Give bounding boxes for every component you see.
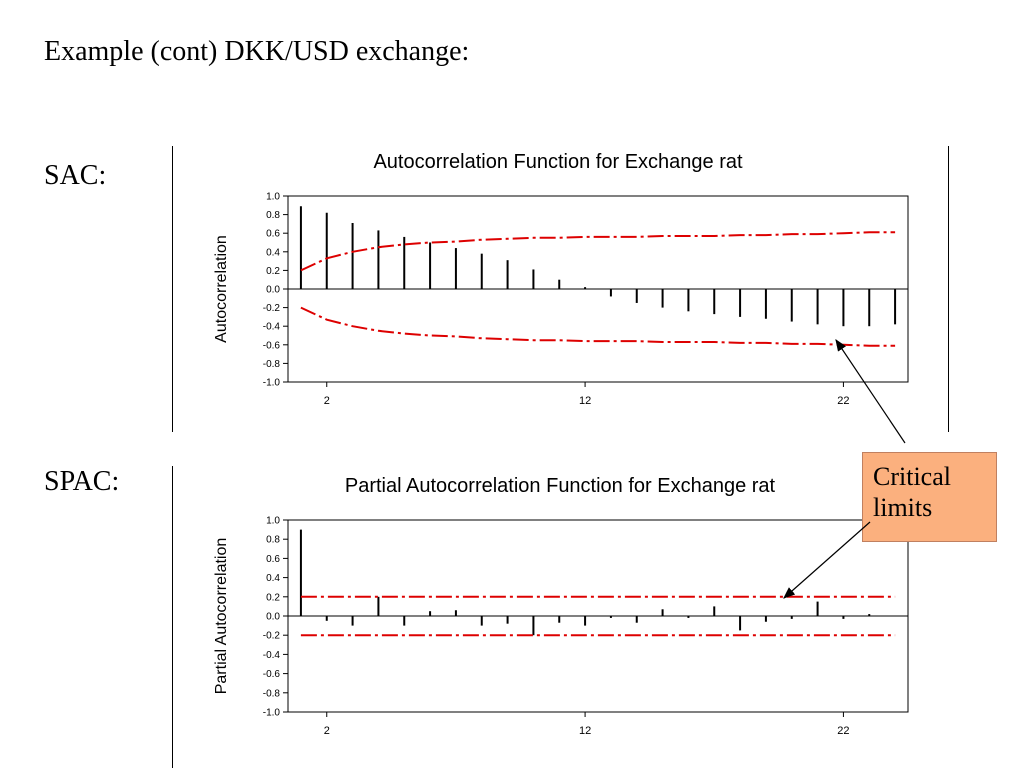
sac-left-divider (172, 146, 173, 432)
sac-lower-critical-limit (300, 306, 896, 347)
sac-title: Autocorrelation Function for Exchange ra… (373, 151, 743, 173)
sac-ytick-label: -0.6 (263, 340, 281, 351)
critical-limits-callout: Critical limits (862, 452, 997, 542)
sac-ytick-label: 0.6 (266, 229, 280, 240)
sac-ytick-label: 0.8 (266, 210, 280, 221)
sac-xtick-label: 2 (324, 395, 330, 407)
sac-chart: Autocorrelation Function for Exchange ra… (213, 151, 909, 407)
spac-ytick-label: 0.6 (266, 554, 280, 565)
spac-label: SPAC: (44, 466, 120, 497)
spac-ytick-label: 0.4 (266, 573, 280, 584)
spac-ytick-label: -0.4 (263, 650, 281, 661)
slide-title: Example (cont) DKK/USD exchange: (44, 36, 470, 67)
callout-text-line1: Critical (873, 462, 951, 491)
spac-xtick-label: 12 (579, 725, 591, 737)
spac-xtick-label: 22 (837, 725, 849, 737)
spac-ytick-label: -0.8 (263, 688, 281, 699)
sac-ytick-label: -0.4 (263, 322, 281, 333)
sac-ytick-label: -1.0 (263, 378, 281, 389)
sac-ytick-label: 1.0 (266, 192, 280, 203)
spac-ytick-label: -0.2 (263, 631, 281, 642)
sac-xtick-label: 12 (579, 395, 591, 407)
spac-ytick-label: 0.8 (266, 535, 280, 546)
spac-ytick-label: -0.6 (263, 669, 281, 680)
spac-ytick-label: -1.0 (263, 708, 281, 719)
spac-title: Partial Autocorrelation Function for Exc… (345, 475, 776, 497)
sac-right-divider (948, 146, 949, 432)
spac-ytick-label: 0.0 (266, 612, 280, 623)
spac-ylabel: Partial Autocorrelation (213, 538, 230, 695)
spac-xtick-label: 2 (324, 725, 330, 737)
spac-chart: Partial Autocorrelation Function for Exc… (213, 475, 909, 737)
spac-left-divider (172, 466, 173, 768)
spac-ytick-label: 0.2 (266, 592, 280, 603)
sac-upper-critical-limit (300, 231, 896, 272)
spac-ytick-label: 1.0 (266, 516, 280, 527)
sac-xtick-label: 22 (837, 395, 849, 407)
sac-ytick-label: 0.2 (266, 266, 280, 277)
callout-text-line2: limits (873, 493, 933, 522)
sac-ylabel: Autocorrelation (213, 235, 230, 343)
sac-ytick-label: 0.0 (266, 285, 280, 296)
sac-label: SAC: (44, 160, 107, 191)
sac-ytick-label: -0.2 (263, 303, 281, 314)
sac-ytick-label: 0.4 (266, 247, 280, 258)
sac-ytick-label: -0.8 (263, 359, 281, 370)
